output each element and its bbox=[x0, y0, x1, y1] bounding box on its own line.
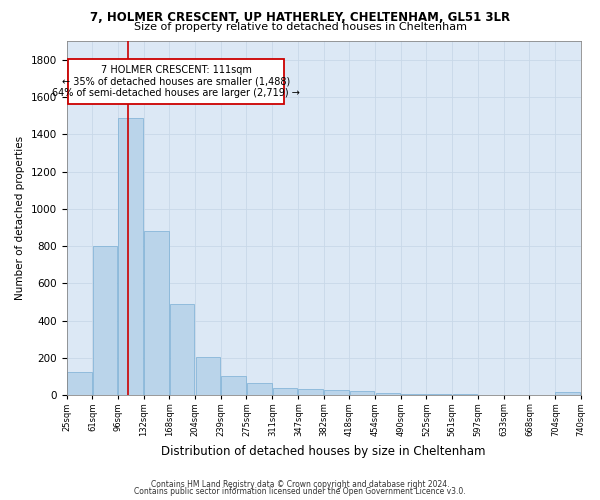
Bar bbox=[478, 394, 503, 395]
Text: ← 35% of detached houses are smaller (1,488): ← 35% of detached houses are smaller (1,… bbox=[62, 76, 290, 86]
Bar bbox=[67, 372, 92, 395]
Bar bbox=[298, 388, 323, 395]
Bar bbox=[144, 231, 169, 395]
Bar bbox=[452, 394, 478, 395]
Bar bbox=[221, 376, 245, 395]
Bar bbox=[350, 390, 374, 395]
Bar bbox=[272, 388, 298, 395]
Bar bbox=[401, 394, 426, 395]
Bar bbox=[170, 304, 194, 395]
Bar bbox=[427, 394, 451, 395]
Text: Size of property relative to detached houses in Cheltenham: Size of property relative to detached ho… bbox=[133, 22, 467, 32]
Bar bbox=[556, 392, 580, 395]
Text: Contains public sector information licensed under the Open Government Licence v3: Contains public sector information licen… bbox=[134, 487, 466, 496]
Bar bbox=[92, 246, 118, 395]
Text: 64% of semi-detached houses are larger (2,719) →: 64% of semi-detached houses are larger (… bbox=[52, 88, 300, 98]
Bar bbox=[376, 394, 400, 395]
Text: 7 HOLMER CRESCENT: 111sqm: 7 HOLMER CRESCENT: 111sqm bbox=[101, 65, 251, 75]
Y-axis label: Number of detached properties: Number of detached properties bbox=[15, 136, 25, 300]
Bar bbox=[196, 357, 220, 395]
Text: Contains HM Land Registry data © Crown copyright and database right 2024.: Contains HM Land Registry data © Crown c… bbox=[151, 480, 449, 489]
Bar bbox=[247, 383, 272, 395]
Text: 7, HOLMER CRESCENT, UP HATHERLEY, CHELTENHAM, GL51 3LR: 7, HOLMER CRESCENT, UP HATHERLEY, CHELTE… bbox=[90, 11, 510, 24]
Bar bbox=[323, 390, 349, 395]
X-axis label: Distribution of detached houses by size in Cheltenham: Distribution of detached houses by size … bbox=[161, 444, 486, 458]
FancyBboxPatch shape bbox=[68, 58, 284, 104]
Bar bbox=[118, 118, 143, 395]
